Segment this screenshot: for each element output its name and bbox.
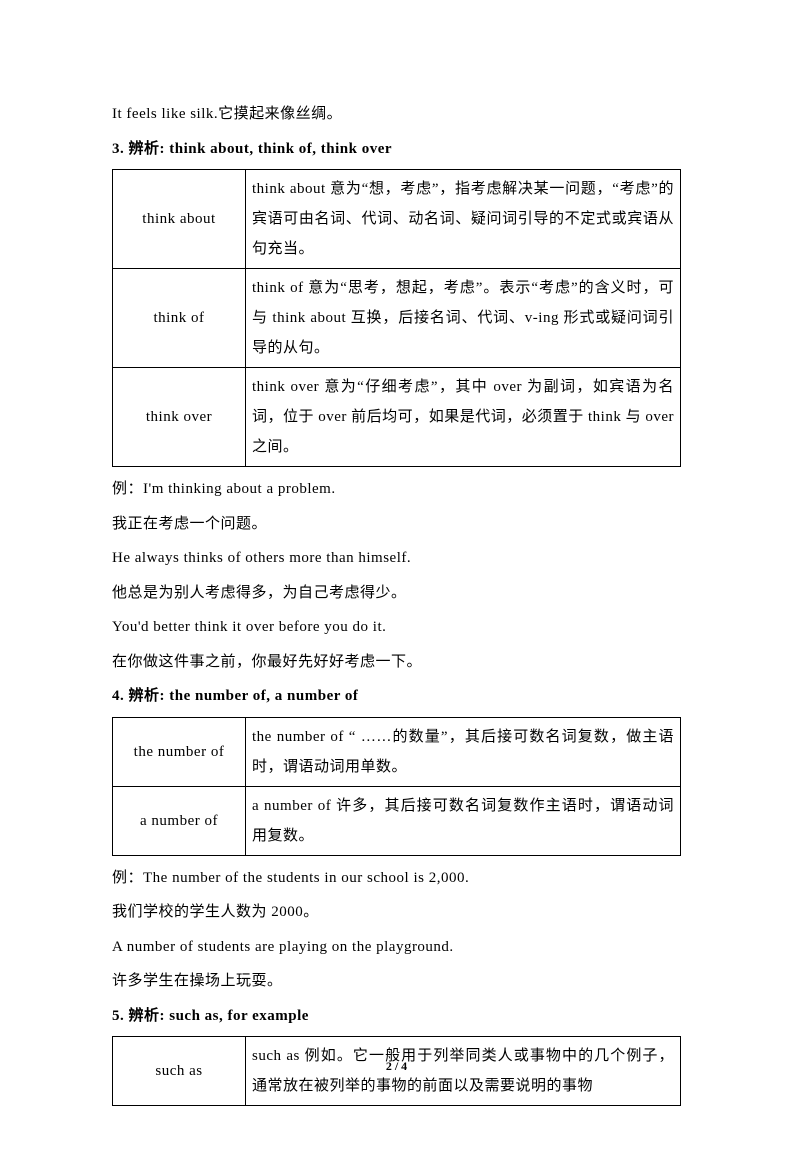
section-3-title: 3. 辨析: think about, think of, think over	[112, 135, 681, 164]
intro-line: It feels like silk.它摸起来像丝绸。	[112, 100, 681, 129]
table-row: think over think over 意为“仔细考虑”，其中 over 为…	[113, 368, 681, 467]
example-line: A number of students are playing on the …	[112, 933, 681, 962]
example-line: 例：The number of the students in our scho…	[112, 864, 681, 893]
definition-cell: the number of “ ……的数量”，其后接可数名词复数，做主语时，谓语…	[246, 717, 681, 786]
example-line: 在你做这件事之前，你最好先好好考虑一下。	[112, 648, 681, 677]
table-row: the number of the number of “ ……的数量”，其后接…	[113, 717, 681, 786]
table-3: think about think about 意为“想，考虑”，指考虑解决某一…	[112, 169, 681, 467]
example-line: He always thinks of others more than him…	[112, 544, 681, 573]
example-line: 许多学生在操场上玩耍。	[112, 967, 681, 996]
term-cell: think over	[113, 368, 246, 467]
definition-cell: think about 意为“想，考虑”，指考虑解决某一问题，“考虑”的宾语可由…	[246, 170, 681, 269]
example-line: 我正在考虑一个问题。	[112, 510, 681, 539]
definition-cell: a number of 许多，其后接可数名词复数作主语时，谓语动词用复数。	[246, 786, 681, 855]
table-row: a number of a number of 许多，其后接可数名词复数作主语时…	[113, 786, 681, 855]
example-line: You'd better think it over before you do…	[112, 613, 681, 642]
example-line: 我们学校的学生人数为 2000。	[112, 898, 681, 927]
example-line: 他总是为别人考虑得多，为自己考虑得少。	[112, 579, 681, 608]
section-5-title: 5. 辨析: such as, for example	[112, 1002, 681, 1031]
example-line: 例：I'm thinking about a problem.	[112, 475, 681, 504]
term-cell: a number of	[113, 786, 246, 855]
section-4-title: 4. 辨析: the number of, a number of	[112, 682, 681, 711]
term-cell: the number of	[113, 717, 246, 786]
definition-cell: think over 意为“仔细考虑”，其中 over 为副词，如宾语为名词，位…	[246, 368, 681, 467]
table-4: the number of the number of “ ……的数量”，其后接…	[112, 717, 681, 856]
table-row: think of think of 意为“思考，想起，考虑”。表示“考虑”的含义…	[113, 269, 681, 368]
definition-cell: think of 意为“思考，想起，考虑”。表示“考虑”的含义时，可与 thin…	[246, 269, 681, 368]
page-number: 2 / 4	[0, 1059, 793, 1074]
term-cell: think of	[113, 269, 246, 368]
table-row: think about think about 意为“想，考虑”，指考虑解决某一…	[113, 170, 681, 269]
term-cell: think about	[113, 170, 246, 269]
